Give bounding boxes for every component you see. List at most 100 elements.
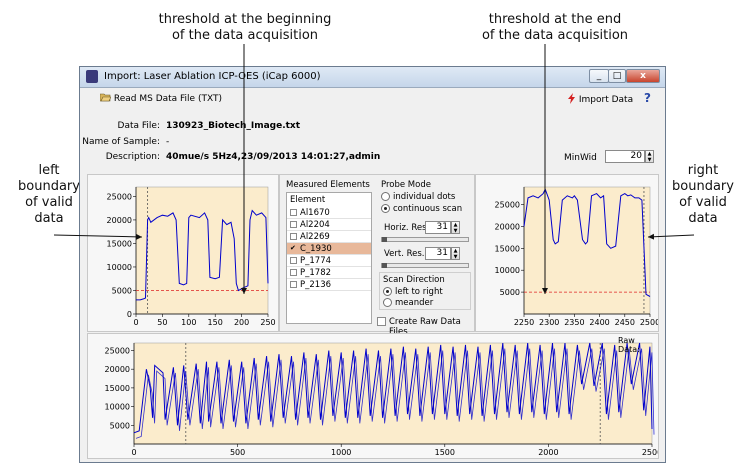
element-row[interactable]: P_1782 — [287, 267, 371, 279]
element-checkbox[interactable] — [290, 257, 297, 264]
x-tick-label: 2350 — [564, 318, 584, 327]
annotation-line: boundary — [672, 179, 734, 194]
horiz-res-input[interactable]: 31 — [425, 221, 451, 234]
continuous-scan-label: continuous scan — [393, 204, 463, 214]
left-to-right-label: left to right — [395, 287, 443, 297]
element-row[interactable]: P_1774 — [287, 255, 371, 267]
x-tick-label: 1500 — [435, 448, 455, 457]
radio-individual-dots[interactable] — [381, 192, 390, 201]
sample-value: - — [166, 137, 170, 147]
title-bar[interactable]: Import: Laser Ablation ICP-OES (iCap 600… — [80, 67, 665, 88]
right-detail-chart[interactable]: 5000 10000 15000 20000 25000 2250 2300 2350 2400… — [476, 175, 658, 331]
x-tick-label: 1000 — [331, 448, 351, 457]
x-tick-label: 2500 — [640, 318, 658, 327]
element-checkbox[interactable] — [290, 233, 297, 240]
left-detail-chart[interactable]: 0 5000 10000 15000 20000 25000 0 50 100 150 200 250 — [88, 175, 278, 331]
plot-area — [135, 186, 269, 315]
slider-thumb[interactable] — [382, 237, 387, 242]
element-row[interactable]: ✔ C_1930 — [287, 243, 371, 255]
create-raw-label: Create Raw Data Files — [389, 317, 461, 337]
elements-list[interactable]: Element Al1670 Al2204 Al2269 ✔ C_1930 P_1774 P… — [286, 192, 372, 324]
y-tick-label: 15000 — [107, 239, 132, 248]
element-checkbox[interactable] — [290, 209, 297, 216]
x-tick-label: 150 — [208, 318, 223, 327]
plot-area — [523, 186, 651, 315]
annotation-line: threshold at the end — [488, 12, 622, 27]
annotation-threshold-begin: threshold at the beginning of the data a… — [130, 12, 360, 44]
element-checkbox[interactable]: ✔ — [290, 244, 296, 252]
minwid-input[interactable]: 20 — [605, 150, 645, 163]
left-plot-panel: 0 5000 10000 15000 20000 25000 0 50 100 150 200 250 — [87, 174, 279, 332]
annotation-line: of the data acquisition — [171, 28, 319, 43]
element-checkbox[interactable] — [290, 269, 297, 276]
element-label: P_1782 — [300, 268, 332, 278]
x-tick-label: 2250 — [514, 318, 534, 327]
settings-panel: Measured Elements Element Al1670 Al2204 Al… — [279, 174, 475, 337]
x-tick-label: 2450 — [615, 318, 635, 327]
close-button[interactable]: x — [626, 69, 660, 83]
element-row[interactable]: P_2136 — [287, 279, 371, 291]
element-label: Al2269 — [300, 232, 330, 242]
elements-header: Element — [290, 195, 326, 205]
minimize-button[interactable]: _ — [589, 69, 609, 83]
y-tick-label: 0 — [127, 310, 132, 319]
raw-overview-chart[interactable]: 5000 10000 15000 20000 25000 0 500 1000 1500 2000… — [88, 334, 658, 458]
right-plot-panel: 5000 10000 15000 20000 25000 2250 2300 2350 2400… — [475, 174, 659, 332]
radio-meander[interactable] — [383, 298, 392, 307]
x-tick-label: 100 — [181, 318, 196, 327]
vert-res-input[interactable]: 31 — [425, 247, 451, 260]
element-row[interactable]: Al2269 — [287, 231, 371, 243]
x-tick-label: 2500 — [642, 448, 658, 457]
raw-data-label: Raw Data: — [618, 336, 640, 354]
element-row[interactable]: Al2204 — [287, 219, 371, 231]
lightning-icon — [568, 93, 575, 104]
annotation-line: threshold at the beginning — [158, 12, 332, 27]
sample-label: Name of Sample: — [82, 137, 160, 147]
y-tick-label: 15000 — [495, 244, 520, 253]
x-tick-label: 0 — [131, 448, 136, 457]
element-checkbox[interactable] — [290, 221, 297, 228]
element-label: Al1670 — [300, 208, 330, 218]
annotation-line: of valid — [679, 195, 727, 210]
y-tick-label: 25000 — [495, 201, 520, 210]
meander-label: meander — [395, 298, 434, 308]
signal-series-line-2 — [135, 348, 655, 439]
maximize-button[interactable]: □ — [608, 69, 626, 83]
y-tick-label: 10000 — [495, 266, 520, 275]
data-file-label: Data File: — [117, 121, 160, 131]
y-tick-label: 20000 — [495, 222, 520, 231]
read-file-button[interactable]: Read MS Data File (TXT) — [99, 93, 222, 104]
x-tick-label: 50 — [157, 318, 167, 327]
horiz-res-label: Horiz. Res. — [384, 223, 430, 233]
vert-res-slider[interactable] — [381, 263, 469, 268]
description-label: Description: — [105, 152, 160, 162]
radio-continuous-scan[interactable] — [381, 204, 390, 213]
scan-direction-title: Scan Direction — [383, 275, 445, 285]
import-data-button[interactable]: Import Data — [568, 93, 633, 105]
element-checkbox[interactable] — [290, 281, 297, 288]
vert-res-spinner[interactable]: ▲ ▼ — [451, 247, 460, 260]
probe-mode-title: Probe Mode — [381, 180, 431, 190]
horiz-res-slider[interactable] — [381, 237, 469, 242]
scan-direction-group — [379, 272, 471, 310]
create-raw-checkbox[interactable] — [377, 317, 386, 326]
minwid-spinner[interactable]: ▲ ▼ — [645, 150, 654, 163]
slider-thumb[interactable] — [382, 263, 387, 268]
y-tick-label: 25000 — [107, 192, 132, 201]
y-tick-label: 10000 — [107, 263, 132, 272]
folder-open-icon — [99, 93, 112, 102]
y-tick-label: 15000 — [105, 384, 130, 393]
description-value: 40mue/s 5Hz4,23/09/2013 14:01:27,admin — [166, 152, 381, 162]
help-button[interactable]: ? — [644, 91, 651, 105]
y-tick-label: 5000 — [112, 286, 132, 295]
element-label: P_1774 — [300, 256, 332, 266]
import-data-label: Import Data — [578, 95, 634, 105]
radio-left-to-right[interactable] — [383, 287, 392, 296]
y-tick-label: 5000 — [500, 288, 520, 297]
y-tick-label: 20000 — [107, 216, 132, 225]
individual-dots-label: individual dots — [393, 192, 456, 202]
horiz-res-spinner[interactable]: ▲ ▼ — [451, 221, 460, 234]
annotation-line: data — [688, 211, 718, 226]
element-row[interactable]: Al1670 — [287, 207, 371, 219]
annotation-line: of valid — [25, 195, 73, 210]
